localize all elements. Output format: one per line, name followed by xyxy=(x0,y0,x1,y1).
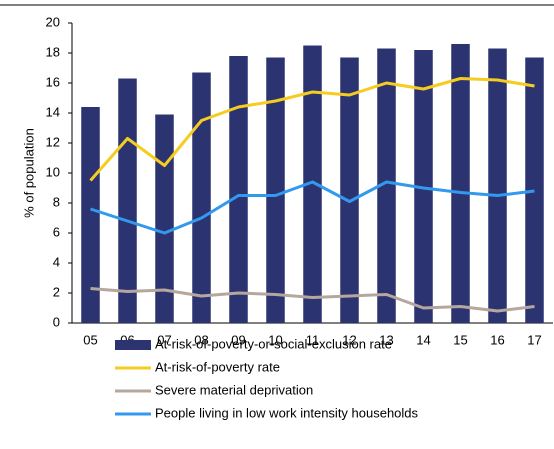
x-tick-label: 11 xyxy=(306,332,320,347)
bar xyxy=(81,107,100,323)
y-tick-label: 0 xyxy=(53,314,60,329)
bar xyxy=(266,57,285,323)
x-tick-label: 14 xyxy=(416,332,430,347)
x-tick-label: 15 xyxy=(453,332,467,347)
y-tick-label: 18 xyxy=(46,44,60,59)
x-tick-label: 08 xyxy=(194,332,208,347)
bar xyxy=(488,48,507,323)
bar xyxy=(451,44,470,323)
y-tick-label: 14 xyxy=(46,104,60,119)
bar xyxy=(229,56,248,323)
y-tick-label: 10 xyxy=(46,164,60,179)
line-series xyxy=(90,287,535,313)
bar xyxy=(377,48,396,323)
legend-label: At-risk-of-poverty rate xyxy=(155,359,280,374)
y-tick-label: 12 xyxy=(46,134,60,149)
x-tick-label: 05 xyxy=(83,332,97,347)
line-series xyxy=(89,77,535,182)
y-tick-label: 8 xyxy=(53,194,60,209)
legend-swatch xyxy=(115,340,151,350)
x-tick-label: 09 xyxy=(231,332,245,347)
bar xyxy=(340,57,359,323)
bar xyxy=(155,114,174,323)
y-tick-label: 16 xyxy=(46,74,60,89)
line-series xyxy=(90,180,535,235)
y-tick-label: 6 xyxy=(53,224,60,239)
bar xyxy=(118,78,137,323)
legend-label: People living in low work intensity hous… xyxy=(155,405,419,420)
x-tick-label: 12 xyxy=(342,332,356,347)
y-tick-label: 2 xyxy=(53,284,60,299)
x-tick-label: 13 xyxy=(379,332,393,347)
x-tick-label: 16 xyxy=(490,332,504,347)
y-tick-label: 4 xyxy=(53,254,60,269)
y-axis-label: % of population xyxy=(21,128,36,218)
x-tick-label: 17 xyxy=(527,332,541,347)
bar xyxy=(525,57,544,323)
x-tick-label: 10 xyxy=(268,332,282,347)
x-tick-label: 07 xyxy=(157,332,171,347)
bar xyxy=(192,72,211,323)
y-tick-label: 20 xyxy=(46,14,60,29)
bar xyxy=(303,45,322,323)
legend-label: At-risk-of-poverty-or-social-exclusion r… xyxy=(155,336,392,351)
legend-label: Severe material deprivation xyxy=(155,382,313,397)
